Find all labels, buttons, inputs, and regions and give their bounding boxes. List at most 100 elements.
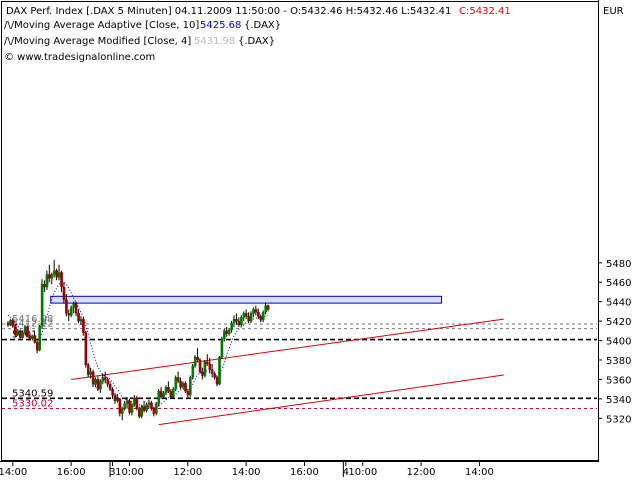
candle	[159, 387, 163, 399]
candle	[113, 393, 117, 404]
level-label-3: 5340.59	[12, 388, 53, 399]
candle-body	[240, 317, 243, 326]
candle-body	[72, 303, 76, 308]
candle	[240, 315, 243, 327]
indicator-ma-adaptive-value: 5425.68	[200, 20, 241, 31]
candle	[242, 311, 246, 322]
candle	[106, 377, 110, 388]
candle	[140, 404, 144, 419]
candle-body	[116, 398, 119, 402]
candle	[130, 402, 134, 416]
candle-body	[138, 408, 141, 417]
time-tick-label: 12:00	[407, 467, 436, 478]
candle-body	[242, 313, 246, 318]
price-tick-label: 5440	[606, 298, 631, 309]
candle	[169, 389, 173, 399]
candle-body	[74, 303, 78, 314]
candle	[65, 293, 68, 317]
price-axis-ticks: 5320 5340 5360 5380 5400 5420 5440 5460 5480	[598, 259, 631, 425]
indicator-ma-modified-suffix: {.DAX}	[238, 36, 275, 47]
candle-body	[23, 326, 27, 333]
candle	[103, 371, 107, 384]
candle-body	[225, 330, 229, 334]
candle-body	[52, 270, 56, 275]
candle-body	[96, 379, 100, 390]
price-tick-label: 5380	[606, 356, 631, 367]
candle	[123, 400, 127, 411]
candle	[191, 363, 195, 380]
candle	[264, 302, 267, 315]
candle	[35, 340, 39, 354]
candle-body	[35, 342, 39, 351]
candle	[40, 279, 44, 329]
candle	[94, 377, 97, 388]
candle	[213, 371, 216, 380]
candle-body	[106, 379, 110, 385]
time-tick-label: 4	[343, 467, 349, 478]
candle-body	[196, 356, 199, 361]
moving-average-group	[7, 281, 269, 409]
trend-lines	[71, 318, 504, 426]
candle	[198, 358, 202, 374]
candle	[227, 327, 231, 336]
candle	[99, 379, 102, 394]
candle-body	[43, 283, 46, 288]
candle-body	[103, 377, 107, 380]
chart-header: DAX Perf. Index [.DAX 5 Minuten] 04.11.2…	[4, 6, 624, 63]
candle-body	[133, 397, 136, 405]
candle-body	[264, 305, 267, 313]
candle	[174, 375, 178, 392]
candle-body	[28, 335, 32, 339]
candle-body	[189, 377, 192, 396]
candle	[133, 394, 136, 407]
candle	[254, 305, 258, 316]
candle	[230, 321, 233, 333]
candle-body	[101, 377, 105, 382]
candle-body	[48, 274, 51, 279]
candle	[57, 264, 61, 281]
price-tick-label: 5360	[606, 375, 631, 386]
level-label-2: 5401	[12, 330, 37, 341]
candle	[23, 324, 27, 335]
candle	[121, 406, 124, 421]
candle	[150, 400, 153, 411]
candle	[91, 369, 95, 388]
candle-body	[69, 307, 73, 316]
candle	[201, 367, 204, 380]
level-label-1: 5412.22	[12, 319, 53, 330]
candle	[181, 381, 185, 390]
candle	[235, 313, 238, 325]
candle	[179, 377, 182, 390]
candle-body	[174, 377, 178, 390]
candle-body	[140, 406, 144, 417]
candle-body	[218, 356, 221, 385]
candle	[86, 362, 90, 378]
candle-body	[198, 359, 202, 372]
candle	[125, 396, 129, 409]
candle-body	[244, 313, 248, 317]
candle	[249, 311, 253, 324]
candle-body	[193, 356, 197, 367]
candle-body	[213, 373, 216, 378]
candle-body	[181, 383, 185, 388]
candle-body	[254, 309, 258, 313]
candle-body	[9, 319, 12, 326]
candle-body	[33, 335, 37, 343]
candle-body	[164, 386, 168, 394]
candle	[101, 373, 105, 385]
level-label-4: 5330.02	[12, 399, 53, 410]
candle-body	[230, 322, 233, 331]
candle-body	[55, 270, 58, 278]
header-title-line: DAX Perf. Index [.DAX 5 Minuten] 04.11.2…	[6, 6, 451, 17]
candle	[111, 387, 114, 399]
candle	[215, 375, 219, 387]
candle	[67, 309, 71, 322]
candle-body	[16, 330, 20, 335]
candle	[210, 363, 214, 378]
candle-body	[6, 322, 10, 326]
plot-frame	[1, 1, 599, 461]
candle-body	[252, 309, 255, 314]
candle	[74, 301, 78, 317]
candles	[6, 259, 270, 421]
candle-body	[67, 313, 71, 316]
